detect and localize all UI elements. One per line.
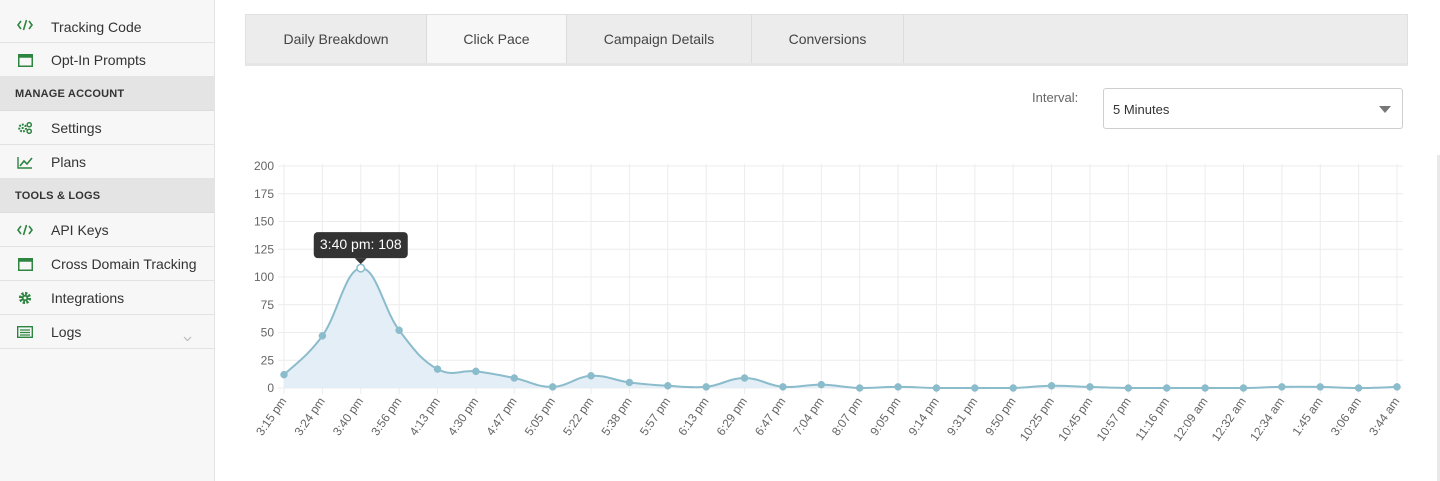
sidebar-item-cross-domain-tracking[interactable]: Cross Domain Tracking — [0, 247, 214, 281]
sidebar-item-label: Opt-In Prompts — [51, 51, 146, 68]
sidebar-item-integrations[interactable]: Integrations — [0, 281, 214, 315]
sidebar-item-settings[interactable]: Settings — [0, 111, 214, 145]
sidebar-item-opt-in-prompts[interactable]: Opt-In Prompts — [0, 43, 214, 77]
sidebar-item-label: Cross Domain Tracking — [51, 255, 197, 272]
interval-select[interactable]: 5 Minutes — [1103, 88, 1403, 129]
interval-label: Interval: — [1032, 90, 1079, 105]
list-icon — [17, 325, 33, 339]
tab-conversions[interactable]: Conversions — [752, 15, 904, 63]
window-icon — [17, 257, 33, 271]
tab-bar: Daily Breakdown Click Pace Campaign Deta… — [245, 14, 1408, 66]
gear-icon — [17, 291, 33, 305]
scrollbar-edge[interactable] — [1437, 155, 1440, 481]
tab-campaign-details[interactable]: Campaign Details — [567, 15, 752, 63]
line-chart-icon — [17, 155, 33, 169]
caret-down-icon — [1379, 106, 1391, 113]
tab-daily-breakdown[interactable]: Daily Breakdown — [246, 15, 427, 63]
sidebar-heading-tools-logs: TOOLS & LOGS — [0, 179, 214, 213]
sidebar-item-api-keys[interactable]: API Keys — [0, 213, 214, 247]
tab-click-pace[interactable]: Click Pace — [427, 15, 567, 63]
sidebar-item-label: Integrations — [51, 289, 125, 306]
cogs-icon — [17, 121, 33, 135]
sidebar-item-plans[interactable]: Plans — [0, 145, 214, 179]
sidebar-heading-manage-account: MANAGE ACCOUNT — [0, 77, 214, 111]
code-icon — [17, 18, 33, 32]
sidebar-item-label: API Keys — [51, 221, 109, 238]
sidebar-item-label: Plans — [51, 153, 87, 170]
sidebar-item-label: Logs — [51, 323, 82, 340]
code-icon — [17, 223, 33, 237]
sidebar: Tracking Code Opt-In Prompts MANAGE ACCO… — [0, 0, 215, 481]
sidebar-item-label: Settings — [51, 119, 102, 136]
sidebar-item-label: Tracking Code — [51, 19, 142, 35]
main-panel: Daily Breakdown Click Pace Campaign Deta… — [215, 0, 1440, 481]
interval-select-value: 5 Minutes — [1113, 102, 1170, 117]
chevron-down-icon[interactable] — [183, 329, 192, 347]
window-icon — [17, 53, 33, 67]
sidebar-item-tracking-code[interactable]: Tracking Code — [0, 0, 214, 43]
sidebar-item-logs[interactable]: Logs — [0, 315, 214, 349]
